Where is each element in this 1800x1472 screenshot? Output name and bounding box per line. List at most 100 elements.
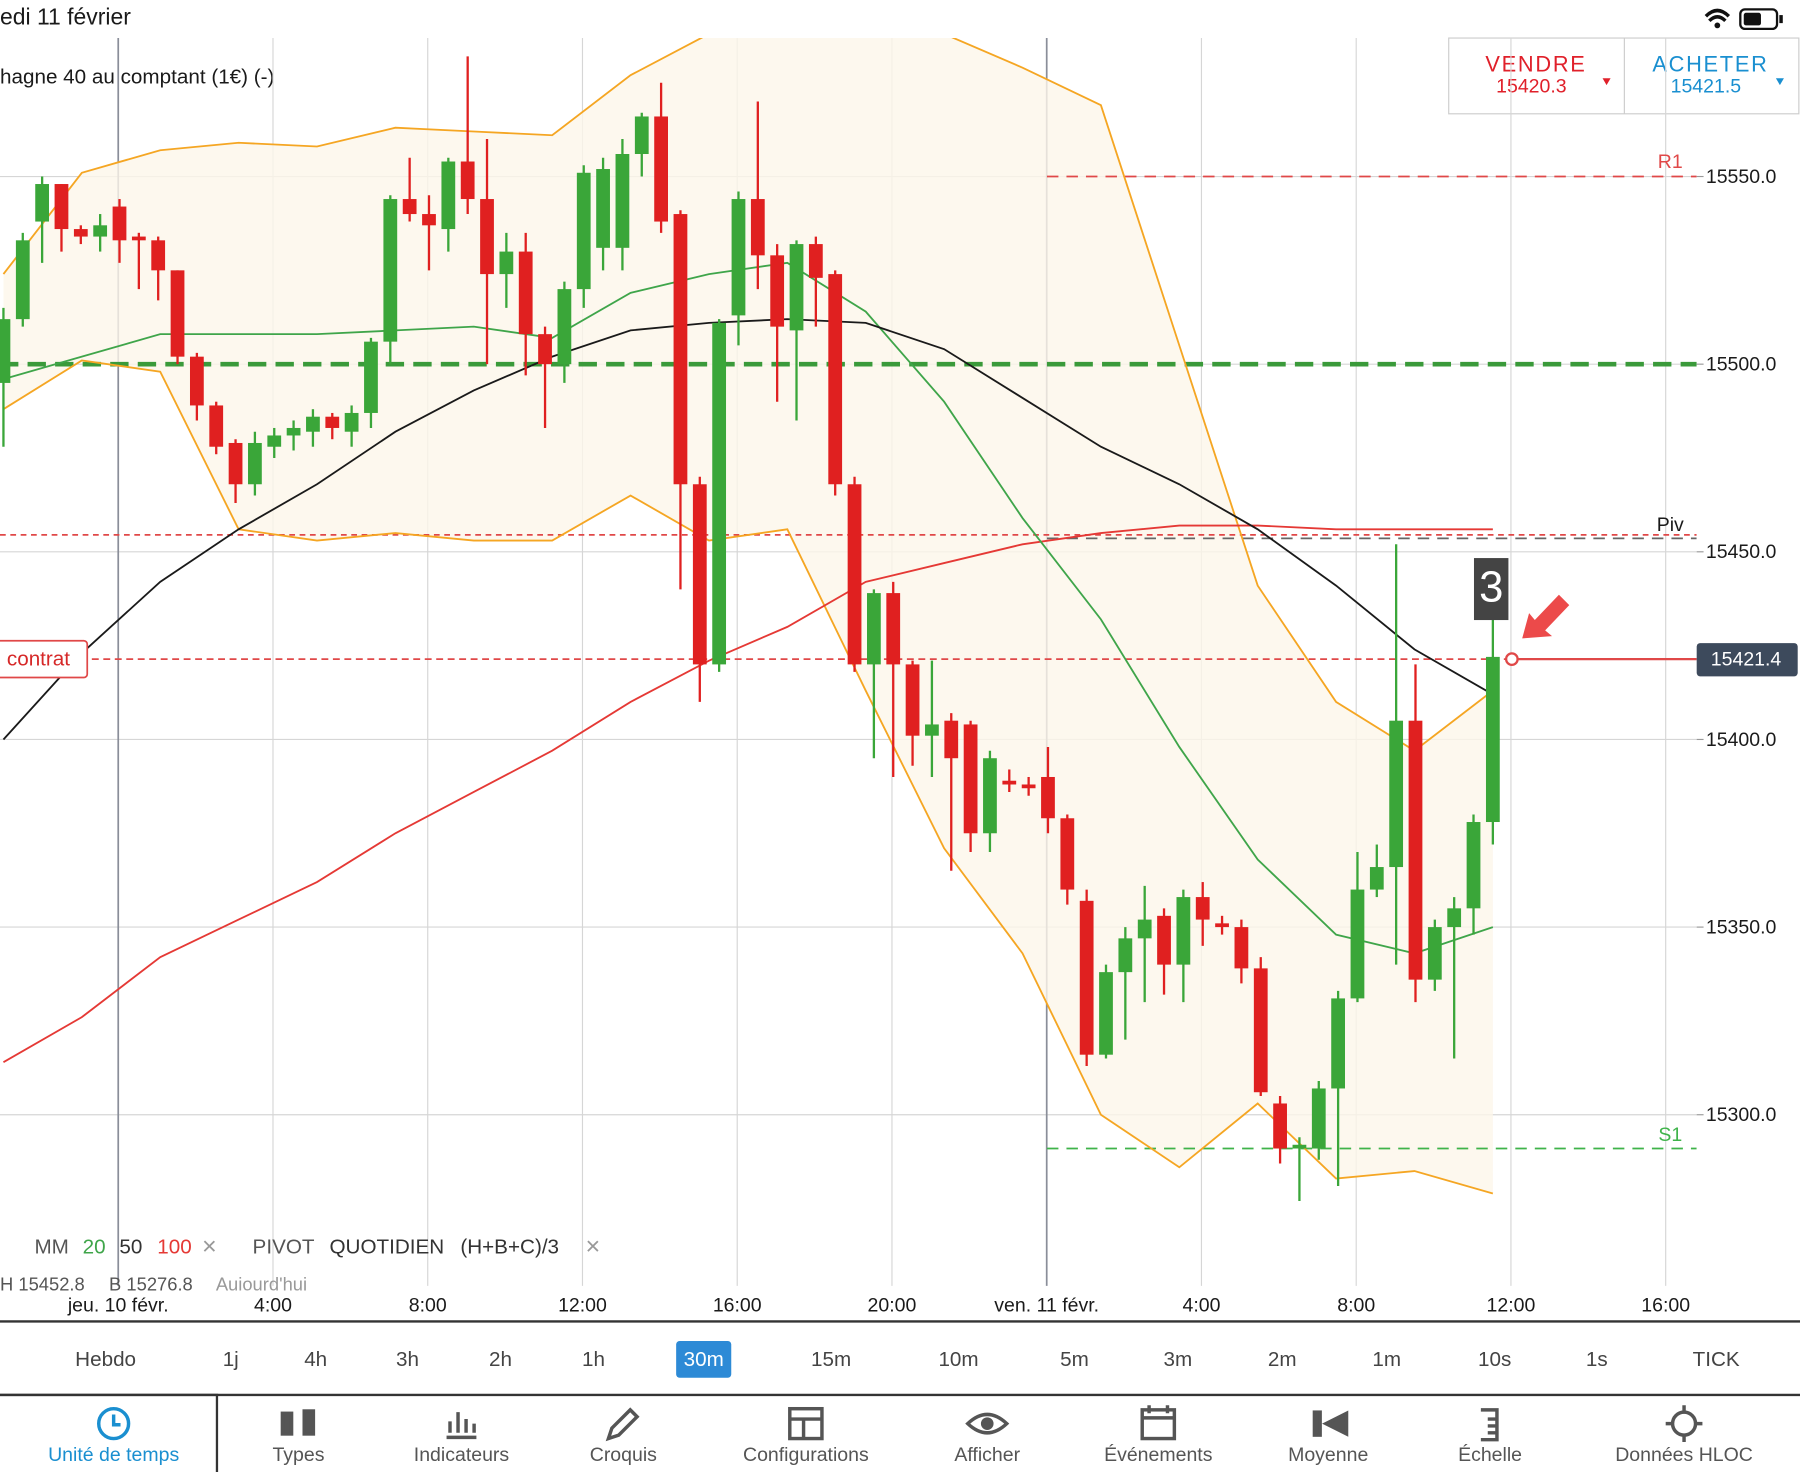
candle-body bbox=[15, 240, 30, 320]
candle-body bbox=[808, 244, 823, 278]
status-date: edi 11 février bbox=[0, 4, 131, 30]
candle-body bbox=[944, 720, 959, 759]
timeframe-bar: Hebdo 1j 4h 3h 2h 1h 30m 15m 10m 5m 3m 2m 1m 10s 1s TIC… bbox=[75, 1340, 1740, 1378]
candle-body bbox=[228, 442, 243, 485]
candle-body bbox=[1176, 897, 1191, 965]
position-box bbox=[0, 639, 89, 679]
candle-body bbox=[1041, 776, 1055, 819]
indicator-line bbox=[3, 261, 1494, 955]
candle-body bbox=[73, 229, 88, 237]
legend-remove[interactable]: × bbox=[202, 1233, 217, 1261]
candle-body bbox=[151, 240, 166, 271]
x-label-box bbox=[977, 1290, 1116, 1321]
candle-body bbox=[54, 184, 69, 230]
level-label: R1 bbox=[1658, 151, 1683, 173]
candle-body bbox=[1157, 915, 1171, 965]
timeframe-option[interactable]: 1s bbox=[1586, 1348, 1608, 1371]
candle-body bbox=[499, 251, 514, 275]
timeframe-selected bbox=[676, 1340, 732, 1378]
toolbar-button[interactable]: Croquis bbox=[590, 1444, 657, 1466]
timeframe-option[interactable]: 4h bbox=[304, 1348, 327, 1371]
x-tick-label: jeu. 10 févr. bbox=[67, 1295, 169, 1317]
toolbar-button[interactable]: Unité de temps bbox=[48, 1444, 179, 1466]
candle-body bbox=[1137, 919, 1152, 939]
candle-body bbox=[286, 427, 301, 436]
candle-body bbox=[596, 169, 610, 248]
candle-body bbox=[634, 116, 649, 155]
x-tick-label: ven. 11 févr. bbox=[994, 1295, 1099, 1317]
position-label[interactable]: contrat bbox=[7, 648, 70, 671]
candle-body bbox=[1369, 867, 1384, 890]
timeframe-option[interactable]: 5m bbox=[1060, 1348, 1089, 1371]
x-tick-label: 12:00 bbox=[558, 1295, 607, 1317]
timeframe-option[interactable]: 2m bbox=[1268, 1348, 1297, 1371]
indicator-legend: MM 20 50 100 × PIVOT QUOTIDIEN (H+B+C)/3… bbox=[34, 1233, 600, 1261]
candle-body bbox=[1273, 1103, 1287, 1149]
legend-period: 100 bbox=[157, 1235, 191, 1258]
sell-label[interactable]: VENDRE bbox=[1485, 51, 1586, 76]
legend-period: 50 bbox=[119, 1235, 142, 1258]
toolbar-button[interactable]: Événements bbox=[1104, 1443, 1213, 1466]
candle-body bbox=[1060, 818, 1075, 890]
band-fill bbox=[3, 38, 1493, 1194]
hloc-high: H 15452.8 bbox=[0, 1274, 85, 1295]
y-tick-label: 15500.0 bbox=[1706, 353, 1777, 375]
candle-body bbox=[344, 412, 359, 432]
instrument-title: hagne 40 au comptant (1€) (-) bbox=[0, 66, 274, 89]
toolbar-button[interactable]: Moyenne bbox=[1288, 1444, 1368, 1466]
candle-body bbox=[692, 484, 707, 665]
annotation-text: 3 bbox=[1479, 564, 1503, 612]
buy-caret bbox=[1775, 78, 1784, 86]
toolbar-button[interactable]: Afficher bbox=[954, 1444, 1020, 1466]
toolbar-button[interactable]: Types bbox=[272, 1444, 324, 1466]
toolbar-button[interactable]: Indicateurs bbox=[414, 1444, 510, 1466]
x-tick-label: 4:00 bbox=[254, 1295, 292, 1317]
sell-price[interactable]: 15420.3 bbox=[1496, 76, 1567, 98]
legend-pivot-type: QUOTIDIEN bbox=[329, 1235, 444, 1258]
x-tick-label: 12:00 bbox=[1487, 1295, 1536, 1317]
status-icons bbox=[1704, 8, 1783, 31]
timeframe-option[interactable]: 3h bbox=[396, 1348, 419, 1371]
buy-price[interactable]: 15421.5 bbox=[1671, 76, 1742, 98]
timeframe-option[interactable]: 2h bbox=[489, 1348, 512, 1371]
x-tick-label: 16:00 bbox=[1641, 1295, 1690, 1317]
candle-body bbox=[0, 319, 11, 383]
candle-body bbox=[1002, 780, 1017, 785]
price-box bbox=[1696, 643, 1798, 677]
candle-body bbox=[189, 356, 204, 406]
candle-body bbox=[480, 199, 494, 275]
candle-body bbox=[1331, 998, 1346, 1089]
candle-body bbox=[518, 251, 533, 335]
overlay: 15300.0 15350.0 15400.0 15450.0 15500.0 15550… bbox=[0, 151, 1798, 1321]
candle-body bbox=[1253, 968, 1268, 1093]
indicator-line bbox=[2, 359, 1494, 1195]
sell-caret bbox=[1602, 78, 1611, 86]
toolbar-button[interactable]: Configurations bbox=[743, 1444, 869, 1466]
buy-label[interactable]: ACHETER bbox=[1652, 51, 1768, 76]
timeframe-option[interactable]: 3m bbox=[1163, 1348, 1192, 1371]
timeframe-option[interactable]: 30m bbox=[684, 1348, 724, 1371]
timeframe-option[interactable]: 1m bbox=[1372, 1348, 1401, 1371]
candle-body bbox=[1215, 923, 1229, 928]
toolbar-button[interactable]: Échelle bbox=[1458, 1443, 1522, 1466]
timeframe-option[interactable]: 1j bbox=[223, 1348, 239, 1371]
candle-body bbox=[1079, 900, 1094, 1055]
legend-pivot: PIVOT bbox=[253, 1235, 315, 1258]
timeframe-option[interactable]: 10s bbox=[1478, 1348, 1511, 1371]
legend-remove[interactable]: × bbox=[585, 1233, 600, 1261]
candle-body bbox=[673, 214, 688, 485]
candle-body bbox=[402, 199, 417, 215]
timeframe-option[interactable]: TICK bbox=[1693, 1348, 1740, 1371]
candle-body bbox=[170, 270, 185, 357]
timeframe-option[interactable]: 10m bbox=[938, 1348, 978, 1371]
candle-body bbox=[538, 334, 552, 365]
candle-body bbox=[925, 724, 939, 736]
toolbar-button[interactable]: Données HLOC bbox=[1615, 1444, 1753, 1466]
y-tick-label: 15350.0 bbox=[1706, 916, 1777, 938]
timeframe-option[interactable]: Hebdo bbox=[75, 1348, 136, 1371]
x-tick-label: 8:00 bbox=[409, 1295, 447, 1317]
toolbar-icons bbox=[97, 1405, 1703, 1442]
x-tick-label: 16:00 bbox=[713, 1295, 762, 1317]
timeframe-option[interactable]: 15m bbox=[811, 1348, 851, 1371]
timeframe-option[interactable]: 1h bbox=[582, 1348, 605, 1371]
